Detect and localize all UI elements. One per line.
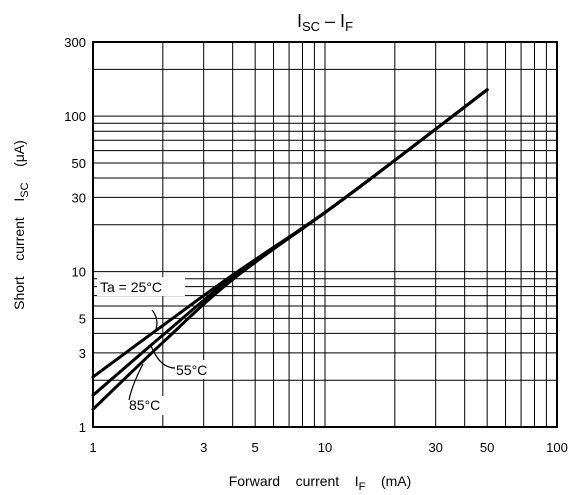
y-tick-label: 5 xyxy=(79,311,86,326)
annotation-background xyxy=(127,396,171,415)
y-tick-label: 1 xyxy=(79,420,86,435)
x-tick-label: 3 xyxy=(200,440,207,455)
title-sub-sc: SC xyxy=(302,19,320,34)
tick-labels: 1 3 5 10 30 50 100 1 3 5 10 30 50 100 300 xyxy=(64,35,568,455)
ylabel-sub: SC xyxy=(19,182,31,197)
ylabel-main: Short current I xyxy=(11,198,27,310)
annotation-leader xyxy=(128,363,144,401)
xlabel-unit: (mA) xyxy=(365,473,411,489)
annotation-leader xyxy=(151,309,158,333)
annotation-label: 55°C xyxy=(176,362,207,378)
title-sub-f: F xyxy=(345,19,353,34)
y-tick-label: 3 xyxy=(79,346,86,361)
series-line xyxy=(91,88,489,411)
xlabel-sub: F xyxy=(359,481,366,493)
x-tick-label: 10 xyxy=(318,440,332,455)
x-tick-label: 5 xyxy=(252,440,259,455)
title-main: I xyxy=(297,11,302,31)
title-sep: – I xyxy=(320,11,345,31)
ylabel-unit: (μA) xyxy=(11,140,27,182)
chart-title: ISC – IF xyxy=(297,11,353,34)
xlabel-main: Forward current I xyxy=(229,473,359,489)
series-group xyxy=(91,88,489,411)
x-tick-label: 100 xyxy=(546,440,568,455)
annotation-label: Ta = 25°C xyxy=(100,279,162,295)
plot-frame xyxy=(92,41,558,428)
y-tick-label: 100 xyxy=(64,109,86,124)
x-tick-label: 50 xyxy=(480,440,494,455)
y-tick-label: 50 xyxy=(72,156,86,171)
annotation-label: 85°C xyxy=(129,397,160,413)
annotations: Ta = 25°C 55°C 85°C xyxy=(97,277,217,415)
y-tick-label: 10 xyxy=(72,265,86,280)
annotation-leader xyxy=(150,345,176,369)
annotation-background xyxy=(97,277,185,296)
y-tick-label: 300 xyxy=(64,35,86,50)
y-axis-label: Short current ISC (μA) xyxy=(11,140,31,310)
annotation-background xyxy=(173,360,217,379)
grid xyxy=(93,42,557,427)
x-tick-label: 1 xyxy=(89,440,96,455)
x-tick-label: 30 xyxy=(428,440,442,455)
y-tick-label: 30 xyxy=(72,190,86,205)
x-axis-label: Forward current IF (mA) xyxy=(229,473,412,493)
